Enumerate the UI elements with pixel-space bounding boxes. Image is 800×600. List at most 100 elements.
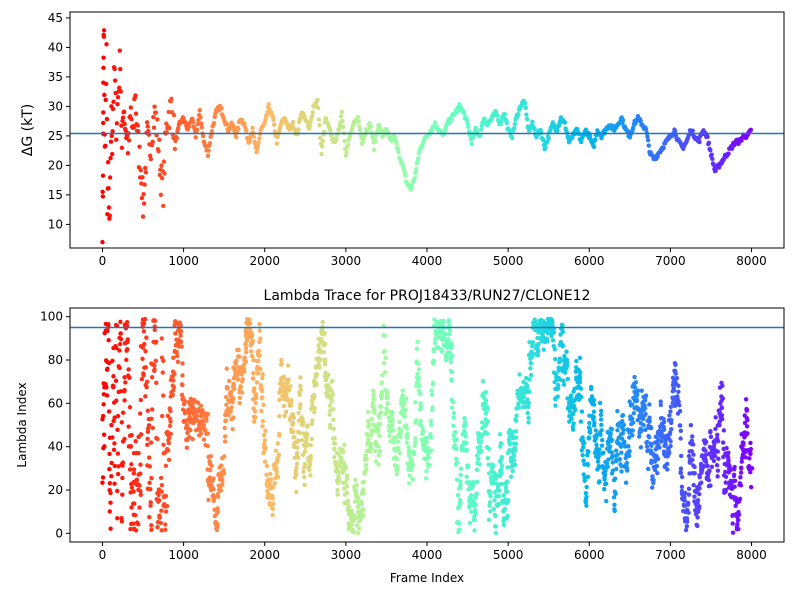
lambda-point xyxy=(589,384,594,390)
lambda-point xyxy=(690,457,695,463)
lambda-point xyxy=(599,422,604,428)
lambda-point xyxy=(311,392,317,398)
lambda-point xyxy=(564,363,570,369)
lambda-point xyxy=(353,488,359,493)
lambda-point xyxy=(706,477,712,483)
delta-g-point xyxy=(197,107,203,113)
lambda-point xyxy=(642,406,648,411)
lambda-point xyxy=(726,458,731,464)
x-tick-label: 0 xyxy=(99,254,107,268)
lambda-point xyxy=(447,323,452,328)
lambda-point xyxy=(423,476,429,481)
lambda-point xyxy=(365,418,371,424)
delta-g-point xyxy=(316,117,322,122)
lambda-point xyxy=(225,386,230,391)
x-tick-label: 2000 xyxy=(249,254,280,268)
lambda-points xyxy=(100,316,755,536)
lambda-point xyxy=(194,412,199,417)
lambda-point xyxy=(309,436,315,442)
lambda-point xyxy=(140,345,146,350)
delta-g-point xyxy=(251,134,257,139)
lambda-point xyxy=(187,411,192,416)
lambda-point xyxy=(469,509,474,515)
lambda-point xyxy=(504,489,510,495)
delta-g-point xyxy=(713,168,718,173)
delta-g-point xyxy=(101,65,106,71)
lambda-point xyxy=(678,470,683,475)
lambda-point xyxy=(391,440,397,445)
lambda-point xyxy=(344,490,350,495)
lambda-point xyxy=(647,418,652,423)
delta-g-point xyxy=(307,122,313,128)
lambda-point xyxy=(511,453,517,458)
delta-g-point xyxy=(167,125,172,131)
lambda-point xyxy=(527,377,532,382)
lambda-point xyxy=(410,477,416,482)
lambda-point xyxy=(138,397,144,403)
delta-g-point xyxy=(118,89,124,94)
lambda-point xyxy=(584,494,589,500)
lambda-point xyxy=(209,483,214,488)
delta-g-point xyxy=(349,127,355,132)
lambda-point xyxy=(312,405,318,411)
lambda-point xyxy=(296,410,301,416)
lambda-point xyxy=(239,390,245,395)
delta-g-point xyxy=(126,138,132,143)
delta-g-point xyxy=(250,125,255,131)
lambda-point xyxy=(228,409,233,414)
lambda-point xyxy=(560,344,565,349)
delta-g-point xyxy=(186,124,192,130)
delta-g-point xyxy=(522,101,528,106)
lambda-point xyxy=(421,429,426,434)
lambda-point xyxy=(365,410,371,415)
lambda-point xyxy=(568,393,574,398)
y-tick-label: 80 xyxy=(48,353,63,367)
lambda-point xyxy=(133,439,138,444)
delta-g-point xyxy=(319,151,324,157)
delta-g-point xyxy=(546,135,551,141)
delta-g-point xyxy=(156,148,161,154)
lambda-point xyxy=(382,348,387,354)
lambda-point xyxy=(270,493,275,499)
lambda-point xyxy=(120,492,125,497)
lambda-point xyxy=(202,428,208,433)
lambda-point xyxy=(253,415,258,420)
lambda-point xyxy=(226,412,231,418)
lambda-point xyxy=(603,468,608,473)
delta-g-point xyxy=(162,171,167,176)
lambda-point xyxy=(153,318,158,323)
lambda-point xyxy=(463,434,468,439)
lambda-point xyxy=(320,319,325,325)
lambda-point xyxy=(376,427,381,433)
lambda-point xyxy=(624,468,630,473)
lambda-point xyxy=(578,386,584,391)
delta-g-point xyxy=(109,151,115,157)
lambda-point xyxy=(201,437,207,442)
lambda-point xyxy=(119,516,124,521)
lambda-point xyxy=(261,433,267,438)
lambda-point xyxy=(128,444,133,449)
lambda-point xyxy=(167,435,172,440)
lambda-point xyxy=(720,416,725,422)
lambda-point xyxy=(737,496,743,502)
lambda-point xyxy=(513,435,519,440)
lambda-point xyxy=(332,446,337,451)
lambda-point xyxy=(275,458,280,463)
delta-g-point xyxy=(625,128,631,134)
delta-g-point xyxy=(144,120,150,125)
lambda-point xyxy=(618,444,624,449)
lambda-point xyxy=(331,406,336,412)
lambda-point xyxy=(741,440,746,446)
lambda-point xyxy=(223,418,228,424)
lambda-point xyxy=(257,339,262,345)
lambda-point xyxy=(252,419,257,424)
lambda-point xyxy=(669,426,674,432)
lambda-point xyxy=(125,338,130,343)
lambda-point xyxy=(486,471,492,476)
x-tick-label: 3000 xyxy=(331,548,362,562)
delta-g-point xyxy=(101,34,107,39)
lambda-point xyxy=(115,516,120,521)
lambda-point xyxy=(686,453,692,459)
delta-g-point xyxy=(119,145,125,150)
lambda-point xyxy=(454,456,459,462)
